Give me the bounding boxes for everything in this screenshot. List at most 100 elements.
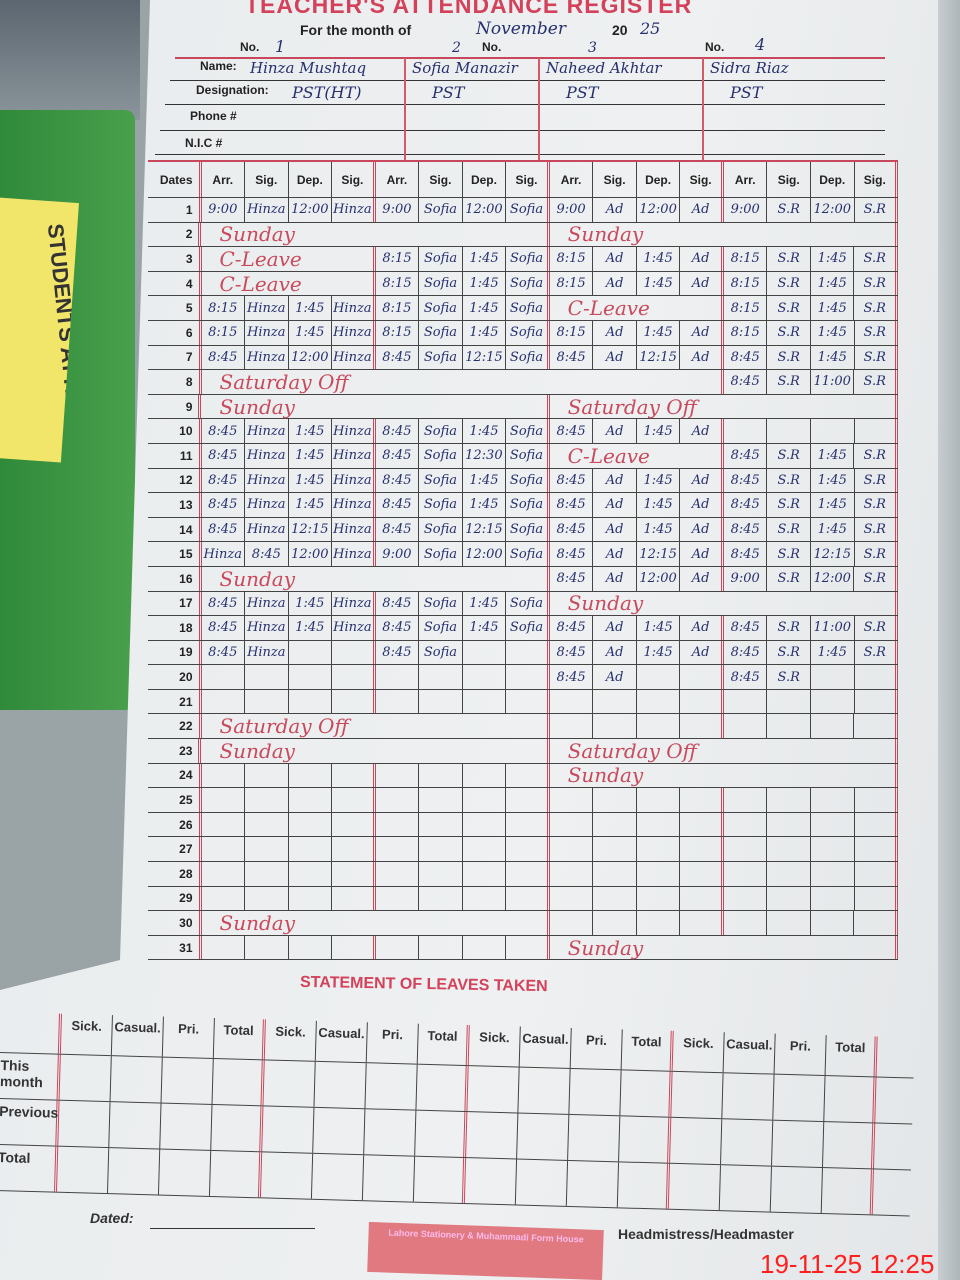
attendance-cell[interactable] bbox=[680, 837, 724, 862]
leaves-cell[interactable] bbox=[57, 1146, 110, 1194]
leaves-cell[interactable] bbox=[671, 1071, 724, 1119]
leaves-cell[interactable] bbox=[824, 1076, 877, 1123]
leaves-cell[interactable] bbox=[161, 1057, 214, 1104]
attendance-cell[interactable]: 8:45 bbox=[376, 591, 420, 616]
attendance-cell[interactable]: Hinza bbox=[245, 296, 289, 320]
attendance-cell[interactable] bbox=[550, 862, 594, 886]
attendance-cell[interactable] bbox=[506, 665, 550, 689]
attendance-cell[interactable]: S.R bbox=[767, 566, 811, 591]
leaves-cell[interactable] bbox=[569, 1068, 622, 1116]
attendance-cell[interactable] bbox=[767, 837, 811, 862]
attendance-cell[interactable]: 8:15 bbox=[376, 296, 420, 320]
attendance-cell[interactable] bbox=[463, 763, 507, 788]
attendance-cell[interactable] bbox=[245, 763, 289, 788]
attendance-cell[interactable]: Sofia bbox=[419, 296, 463, 320]
leaves-cell[interactable] bbox=[362, 1155, 416, 1202]
attendance-cell[interactable]: 8:45 bbox=[202, 493, 246, 517]
attendance-cell[interactable] bbox=[593, 714, 637, 739]
attendance-cell[interactable] bbox=[419, 788, 463, 812]
attendance-cell[interactable] bbox=[811, 788, 855, 812]
attendance-cell[interactable] bbox=[202, 665, 246, 689]
leaves-cell[interactable] bbox=[260, 1152, 314, 1199]
attendance-cell[interactable]: 1:45 bbox=[289, 443, 333, 468]
attendance-cell[interactable] bbox=[593, 812, 637, 837]
attendance-cell[interactable]: 12:00 bbox=[289, 345, 333, 370]
attendance-cell[interactable]: Sofia bbox=[506, 517, 550, 542]
attendance-cell[interactable]: 8:45 bbox=[550, 493, 594, 517]
attendance-cell[interactable]: S.R bbox=[855, 616, 899, 640]
attendance-cell[interactable]: 8:45 bbox=[376, 443, 420, 468]
attendance-cell[interactable] bbox=[289, 788, 333, 812]
attendance-cell[interactable]: Hinza bbox=[245, 591, 289, 616]
attendance-cell[interactable]: Ad bbox=[593, 517, 637, 542]
attendance-cell[interactable]: 12:15 bbox=[811, 542, 855, 566]
attendance-cell[interactable] bbox=[419, 935, 463, 960]
leaves-cell[interactable] bbox=[822, 1122, 876, 1169]
leaves-cell[interactable] bbox=[466, 1112, 519, 1159]
attendance-cell[interactable]: S.R bbox=[767, 616, 811, 640]
attendance-cell[interactable] bbox=[376, 935, 420, 960]
attendance-cell[interactable] bbox=[289, 862, 333, 886]
attendance-cell[interactable] bbox=[463, 886, 507, 911]
attendance-cell[interactable]: 8:15 bbox=[550, 247, 594, 271]
attendance-cell[interactable]: 8:45 bbox=[724, 517, 768, 542]
attendance-cell[interactable] bbox=[506, 886, 550, 911]
attendance-cell[interactable] bbox=[245, 935, 289, 960]
leaves-cell[interactable] bbox=[160, 1103, 213, 1150]
attendance-cell[interactable]: 1:45 bbox=[637, 247, 681, 271]
attendance-cell[interactable] bbox=[680, 714, 724, 739]
attendance-cell[interactable]: 8:45 bbox=[376, 640, 420, 665]
attendance-cell[interactable] bbox=[506, 935, 550, 960]
attendance-cell[interactable]: 8:45 bbox=[550, 665, 594, 689]
leaves-cell[interactable] bbox=[467, 1066, 520, 1113]
attendance-cell[interactable] bbox=[811, 419, 855, 443]
attendance-cell[interactable] bbox=[767, 911, 811, 935]
leaves-cell[interactable] bbox=[314, 1061, 367, 1109]
attendance-cell[interactable] bbox=[506, 689, 550, 714]
attendance-cell[interactable]: 1:45 bbox=[811, 468, 855, 493]
attendance-cell[interactable]: Ad bbox=[680, 247, 724, 271]
attendance-cell[interactable] bbox=[637, 886, 681, 911]
attendance-cell[interactable]: 8:15 bbox=[724, 320, 768, 345]
leaves-cell[interactable] bbox=[770, 1166, 823, 1214]
attendance-cell[interactable]: Sofia bbox=[419, 419, 463, 443]
attendance-cell[interactable]: 8:45 bbox=[550, 542, 594, 566]
attendance-cell[interactable] bbox=[724, 837, 768, 862]
attendance-cell[interactable]: Ad bbox=[593, 320, 637, 345]
attendance-cell[interactable]: 11:00 bbox=[811, 616, 855, 640]
attendance-cell[interactable]: 11:00 bbox=[811, 370, 855, 394]
attendance-cell[interactable] bbox=[202, 763, 246, 788]
attendance-cell[interactable]: 1:45 bbox=[637, 271, 681, 296]
attendance-cell[interactable]: S.R bbox=[854, 443, 898, 468]
attendance-cell[interactable]: Sofia bbox=[506, 542, 550, 566]
attendance-cell[interactable]: Sofia bbox=[419, 198, 463, 222]
leaves-cell[interactable] bbox=[209, 1150, 263, 1198]
attendance-cell[interactable] bbox=[376, 689, 420, 714]
attendance-cell[interactable] bbox=[680, 788, 724, 812]
attendance-cell[interactable]: Sofia bbox=[506, 247, 550, 271]
attendance-cell[interactable]: 1:45 bbox=[463, 468, 507, 493]
attendance-cell[interactable] bbox=[376, 788, 420, 812]
attendance-cell[interactable] bbox=[724, 862, 768, 886]
attendance-cell[interactable]: Ad bbox=[680, 493, 724, 517]
attendance-cell[interactable]: 1:45 bbox=[289, 320, 333, 345]
attendance-cell[interactable]: Sofia bbox=[419, 271, 463, 296]
attendance-cell[interactable] bbox=[855, 788, 899, 812]
attendance-cell[interactable]: S.R bbox=[855, 517, 899, 542]
attendance-cell[interactable] bbox=[332, 886, 376, 911]
attendance-cell[interactable] bbox=[550, 689, 594, 714]
attendance-cell[interactable] bbox=[637, 665, 681, 689]
attendance-cell[interactable]: Sofia bbox=[506, 320, 550, 345]
attendance-cell[interactable]: 8:45 bbox=[724, 443, 768, 468]
attendance-cell[interactable] bbox=[506, 640, 550, 665]
attendance-cell[interactable]: 1:45 bbox=[811, 271, 855, 296]
attendance-cell[interactable]: Sofia bbox=[506, 419, 550, 443]
attendance-cell[interactable] bbox=[637, 837, 681, 862]
attendance-cell[interactable] bbox=[550, 886, 594, 911]
attendance-cell[interactable]: Ad bbox=[593, 542, 637, 566]
attendance-cell[interactable]: 1:45 bbox=[463, 247, 507, 271]
attendance-cell[interactable] bbox=[637, 812, 681, 837]
attendance-cell[interactable]: 8:45 bbox=[202, 468, 246, 493]
attendance-cell[interactable] bbox=[550, 812, 594, 837]
attendance-cell[interactable]: Ad bbox=[593, 616, 637, 640]
